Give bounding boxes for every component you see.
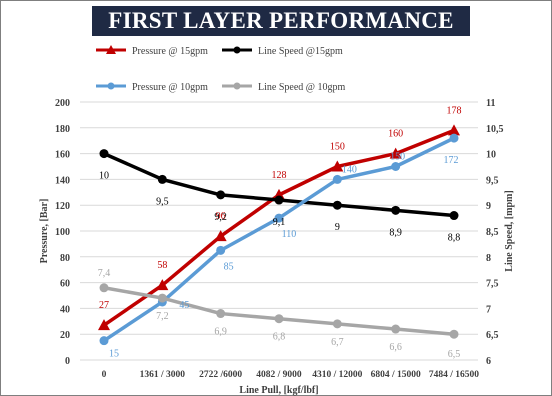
data-label: 160	[388, 129, 403, 140]
data-label: 9,1	[273, 217, 286, 228]
data-point	[391, 205, 401, 215]
data-label: 150	[330, 142, 345, 153]
data-label: 8,8	[448, 233, 461, 244]
x-axis-title: Line Pull, [kgf/lbf]	[239, 385, 318, 396]
legend-label: Pressure @ 15gpm	[132, 46, 208, 57]
data-label: 7,4	[98, 268, 111, 279]
data-point	[99, 149, 109, 159]
legend-swatch-marker	[107, 82, 115, 90]
data-label: 6,5	[448, 349, 461, 360]
data-label: 9,5	[156, 196, 169, 207]
data-point	[449, 211, 459, 221]
y-tick-label: 0	[65, 356, 70, 367]
data-label: 172	[444, 155, 459, 166]
legend-swatch-marker	[233, 82, 241, 90]
y2-tick-label: 9	[486, 201, 491, 212]
chart-title-bar: FIRST LAYER PERFORMANCE	[92, 6, 470, 36]
x-tick-label: 7484 / 16500	[429, 370, 479, 380]
data-point	[216, 245, 226, 255]
data-label: 85	[224, 261, 234, 272]
y-tick-label: 60	[60, 279, 70, 290]
data-label: 110	[282, 229, 297, 240]
data-point	[157, 293, 167, 303]
y2-tick-label: 9,5	[486, 175, 499, 186]
data-point	[99, 283, 109, 293]
y2-tick-label: 10	[486, 150, 496, 161]
data-point	[156, 279, 169, 291]
data-point	[157, 174, 167, 184]
data-point	[332, 200, 342, 210]
data-point	[331, 160, 344, 172]
y-axis-title: Pressure, [Bar]	[39, 199, 50, 264]
data-label: 58	[157, 260, 167, 271]
x-tick-label: 4310 / 12000	[312, 370, 362, 380]
y2-tick-label: 6,5	[486, 330, 499, 341]
data-label: 140	[342, 164, 357, 175]
data-label: 6,7	[331, 337, 344, 348]
data-label: 9	[335, 222, 340, 233]
data-label: 8,9	[389, 227, 402, 238]
legend-label: Line Speed @15gpm	[258, 46, 343, 57]
data-point	[332, 319, 342, 329]
legend-label: Pressure @ 10gpm	[132, 82, 208, 93]
data-point	[391, 162, 401, 171]
legend-swatch-marker	[233, 46, 241, 54]
y2-tick-label: 8,5	[486, 227, 499, 238]
data-label: 7,2	[156, 311, 169, 322]
x-tick-label: 0	[102, 370, 107, 380]
legend-swatch-marker	[106, 45, 116, 54]
data-label: 128	[272, 170, 287, 181]
data-point	[274, 195, 284, 205]
y-tick-label: 120	[55, 201, 70, 212]
y2-tick-label: 7	[486, 304, 491, 315]
y-tick-label: 200	[55, 98, 70, 109]
data-point	[448, 124, 460, 136]
y2-tick-label: 8	[486, 253, 491, 264]
data-point	[274, 213, 284, 223]
data-label: 6,6	[389, 342, 402, 353]
y-tick-label: 100	[55, 227, 70, 238]
y-tick-label: 80	[60, 253, 70, 264]
data-point	[449, 133, 459, 143]
data-label: 45	[179, 300, 189, 311]
data-point	[98, 319, 110, 331]
data-label: 27	[99, 300, 109, 311]
y-tick-label: 140	[55, 175, 70, 186]
data-label: 15	[109, 349, 119, 360]
data-point	[449, 329, 459, 339]
y-tick-label: 20	[60, 330, 70, 341]
x-tick-label: 1361 / 3000	[140, 370, 186, 380]
data-label: 178	[447, 105, 462, 116]
x-tick-label: 4082 / 9000	[256, 370, 302, 380]
y-tick-label: 40	[60, 304, 70, 315]
data-label: 150	[390, 152, 405, 163]
data-point	[332, 174, 342, 184]
y-tick-label: 160	[55, 150, 70, 161]
y-tick-label: 180	[55, 124, 70, 135]
chart-title: FIRST LAYER PERFORMANCE	[108, 8, 454, 33]
data-label: 6,8	[273, 332, 286, 343]
y2-tick-label: 10,5	[486, 124, 504, 135]
y2-axis-title: Line Speed, [mpm]	[504, 190, 515, 271]
data-point	[216, 190, 226, 200]
data-point	[216, 309, 226, 319]
data-label: 6,9	[214, 327, 227, 338]
data-point	[214, 230, 227, 242]
y2-tick-label: 7,5	[486, 279, 499, 290]
data-point	[389, 147, 402, 159]
data-label: 10	[99, 171, 109, 182]
x-tick-label: 6804 / 15000	[371, 370, 421, 380]
data-point	[99, 336, 109, 346]
legend-label: Line Speed @ 10gpm	[258, 82, 345, 93]
y2-tick-label: 6	[486, 356, 491, 367]
data-label: 96	[216, 211, 226, 222]
x-tick-label: 2722 /6000	[199, 370, 242, 380]
data-point	[274, 314, 284, 324]
data-label: 9,2	[214, 212, 227, 223]
data-point	[391, 324, 401, 334]
y2-tick-label: 11	[486, 98, 495, 109]
